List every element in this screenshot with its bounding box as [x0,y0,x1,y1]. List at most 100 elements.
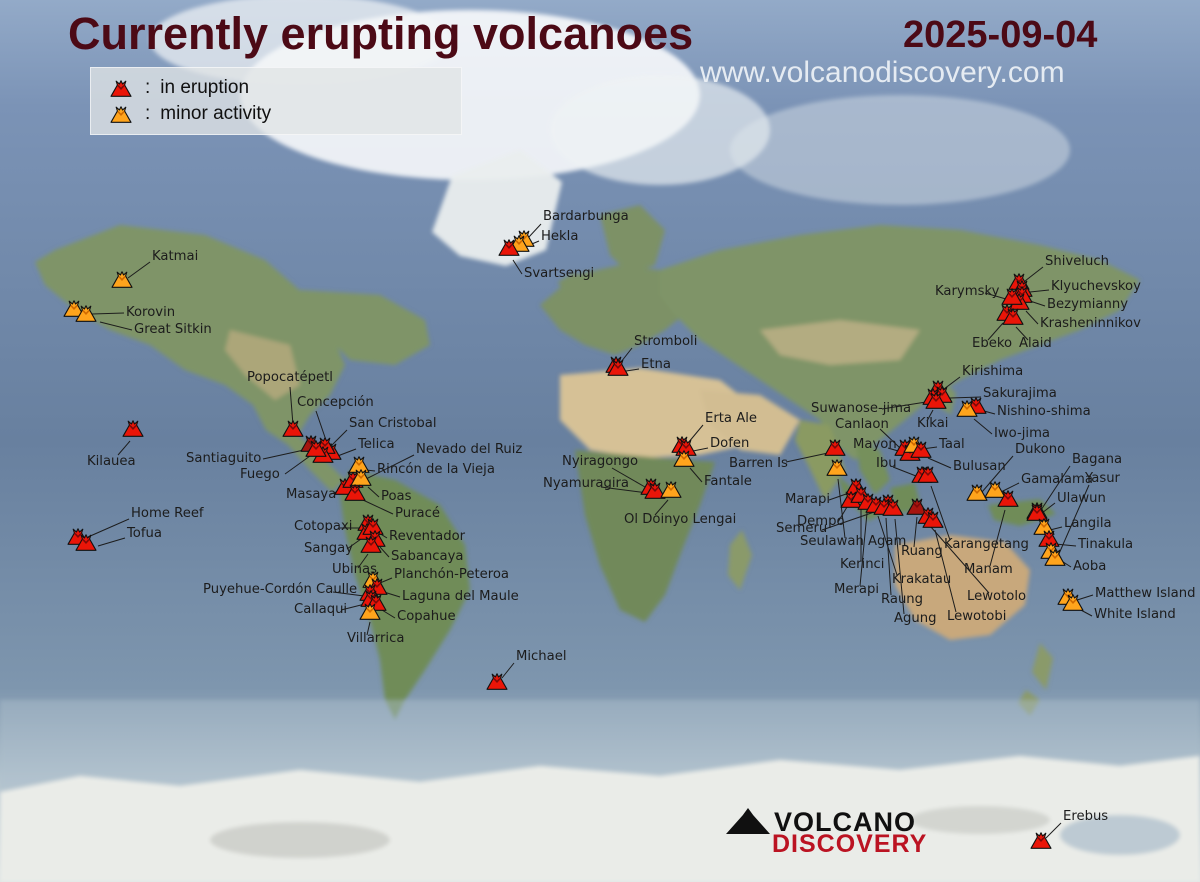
volcano-label-taal: Taal [938,437,965,452]
logo-text-volcano: VOLCANO [774,806,916,837]
volcano-marker-ubinas[interactable] [360,536,382,553]
volcano-label-seulawah-agam: Seulawah Agam [800,534,906,549]
volcano-label-iwo-jima: Iwo-jima [994,426,1050,441]
volcano-marker-karymsky[interactable] [1001,288,1023,305]
leader-line-bulusan [927,457,952,469]
volcano-label-dukono: Dukono [1015,442,1065,457]
volcano-marker-lewotobi[interactable] [922,511,944,528]
volcano-label-purac-: Puracé [395,505,440,521]
volcano-marker-tinakula[interactable] [1038,530,1060,547]
volcano-label-ruang: Ruang [901,544,943,559]
volcano-label-nyamuragira: Nyamuragira [543,476,629,491]
volcano-marker-purac-[interactable] [344,484,366,501]
volcano-marker-fantale[interactable] [673,450,695,467]
leader-line-klyuchevskoy [1029,289,1050,293]
volcano-marker-dofen[interactable] [675,439,697,456]
region-british-isles [558,272,581,297]
volcano-label-sabancaya: Sabancaya [391,549,463,564]
volcano-label-kirishima: Kirishima [962,364,1023,379]
volcano-label-great-sitkin: Great Sitkin [134,322,212,337]
leader-line-fantale [689,467,703,483]
volcano-marker-etna[interactable] [607,359,629,376]
leader-line-alaid [1015,326,1029,341]
volcano-label-fuego: Fuego [240,467,280,482]
leader-line-langila [1049,526,1063,531]
volcano-label-callaqui: Callaqui [294,602,347,617]
eruption-marker-icon [110,79,132,97]
volcano-marker-iwo-jima[interactable] [956,400,978,417]
legend-item-minor: : minor activity [109,103,461,125]
volcano-label-home-reef: Home Reef [131,506,204,521]
volcano-label-poas: Poas [381,489,412,504]
volcano-label-etna: Etna [641,357,671,372]
region-new-zealand [1032,643,1053,690]
volcano-marker-white-island[interactable] [1062,594,1084,611]
volcano-marker-tofua[interactable] [75,534,97,551]
volcano-label-yasur: Yasur [1084,471,1121,486]
volcano-label-gamalama: Gamalama [1021,472,1093,487]
volcano-marker-kilauea[interactable] [122,420,144,437]
volcano-marker-popocat-petl[interactable] [282,420,304,437]
volcano-label-karymsky: Karymsky [935,284,1000,299]
volcano-label-krasheninnikov: Krasheninnikov [1040,316,1141,331]
leader-line-sangay [346,538,362,550]
volcano-label-marapi: Marapi [785,492,830,507]
volcano-marker-villarrica[interactable] [359,603,381,620]
region-scandinavia [600,205,665,275]
region-arabia [700,390,800,455]
volcano-label-dofen: Dofen [710,436,749,451]
leader-line-seulawah-agam [837,478,846,539]
antarctica-rock [1060,815,1180,855]
volcano-marker-bulusan[interactable] [910,441,932,458]
volcano-label-tinakula: Tinakula [1077,537,1133,552]
leader-line-canlaon [879,428,901,449]
volcano-marker-korovin[interactable] [63,300,85,317]
leader-line-kilauea [117,440,131,456]
volcano-marker-barren-is[interactable] [824,439,846,456]
continent-australia [895,535,1030,640]
volcano-marker-nyamuragira[interactable] [644,482,666,499]
volcano-marker-seulawah-agam[interactable] [826,459,848,476]
volcano-marker-great-sitkin[interactable] [75,305,97,322]
leader-line-nevado-del-ruiz [361,454,415,482]
volcano-marker-michael[interactable] [486,673,508,690]
leader-line-fuego [284,455,311,475]
arctic-clouds [150,0,450,85]
volcano-label-nevado-del-ruiz: Nevado del Ruiz [416,442,522,457]
volcano-marker-karangetang[interactable] [917,466,939,483]
volcano-marker-agung[interactable] [882,499,904,516]
volcano-marker-gamalama[interactable] [984,481,1006,498]
leader-line-merapi [859,512,868,587]
volcano-label-laguna-del-maule: Laguna del Maule [402,589,519,604]
volcano-marker-ulawun[interactable] [1026,504,1048,521]
leader-line-callaqui [340,603,366,611]
volcano-label-michael: Michael [516,649,567,664]
volcano-marker-poas[interactable] [350,469,372,486]
leader-line-karangetang [930,485,951,541]
volcano-label-sangay: Sangay [304,541,353,556]
volcano-marker-erebus[interactable] [1030,832,1052,849]
volcano-marker-kikai[interactable] [925,392,947,409]
volcano-marker-svartsengi[interactable] [498,239,520,256]
volcano-marker-dukono[interactable] [966,484,988,501]
volcano-marker-manam[interactable] [997,490,1019,507]
volcano-marker-yasur[interactable] [1044,549,1066,566]
volcano-marker-fuego[interactable] [305,440,327,457]
arctic-clouds [550,75,770,185]
volcano-marker-katmai[interactable] [111,271,133,288]
leader-line-great-sitkin [99,321,133,331]
leader-line-ulawun [1041,502,1056,514]
volcano-label-ebeko: Ebeko [972,336,1012,351]
volcano-marker-ol-doinyo-lengai[interactable] [660,481,682,498]
leader-line-shiveluch [1024,266,1044,282]
website-watermark: www.volcanodiscovery.com [700,56,1065,89]
leader-line-karymsky [984,292,1007,300]
volcano-label-santiaguito: Santiaguito [186,451,261,466]
volcano-marker-rinc-n-de-la-vieja[interactable] [348,456,370,473]
volcano-marker-reventador[interactable] [362,518,384,535]
leader-line-svartsengi [512,259,523,275]
leader-line-bezymianny [1029,300,1046,307]
volcano-label-ulawun: Ulawun [1057,491,1106,506]
volcano-label-stromboli: Stromboli [634,334,697,349]
volcano-marker-alaid[interactable] [1002,308,1024,325]
